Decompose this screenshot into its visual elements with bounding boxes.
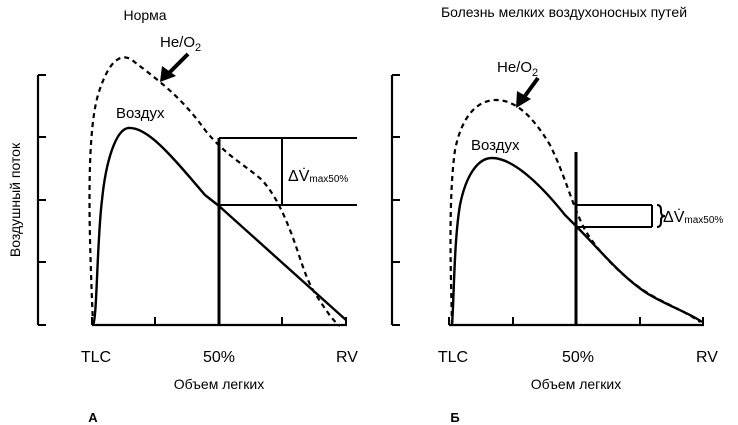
panel-b-title: Болезнь мелких воздухоносных путей xyxy=(441,4,687,20)
panel-a-letter: А xyxy=(88,410,98,425)
panel-b-heo2-arrow-head xyxy=(516,91,531,108)
panel-b-x-tick-label: RV xyxy=(696,349,718,366)
panel-a-x-axis-label: Объем легких xyxy=(174,376,265,392)
panel-a-x-tick-label: RV xyxy=(336,349,358,366)
panel-a-delta-label: ΔV̇max50% xyxy=(288,167,348,185)
panel-b-x-tick-label: TLC xyxy=(438,349,468,366)
panel-a-heo2-label: He/O2 xyxy=(160,34,201,54)
panel-b-delta-label: ΔV̇max50% xyxy=(663,208,723,226)
panel-b-delta-brace xyxy=(656,204,666,228)
panel-b: Болезнь мелких воздухоносных путей He/O2… xyxy=(390,4,723,425)
panel-b-x-axis-label: Объем легких xyxy=(531,376,622,392)
panel-a: Норма Воздушный поток He/O2 Воздух xyxy=(7,7,358,425)
panel-b-x-tick-label: 50% xyxy=(562,349,594,366)
panel-b-heo2-label: He/O2 xyxy=(497,59,538,79)
panel-a-x-tick-label: TLC xyxy=(81,349,111,366)
panel-b-air-label: Воздух xyxy=(471,137,520,154)
panel-b-letter: Б xyxy=(450,410,459,425)
panel-a-air-curve xyxy=(91,126,347,326)
panel-a-y-axis-label: Воздушный поток xyxy=(7,142,23,257)
panel-a-heo2-arrow-head xyxy=(160,66,176,82)
panel-a-title: Норма xyxy=(123,7,166,23)
panel-a-x-tick-label: 50% xyxy=(203,349,235,366)
panel-a-air-label: Воздух xyxy=(116,105,165,122)
panel-a-heo2-curve xyxy=(88,56,341,327)
